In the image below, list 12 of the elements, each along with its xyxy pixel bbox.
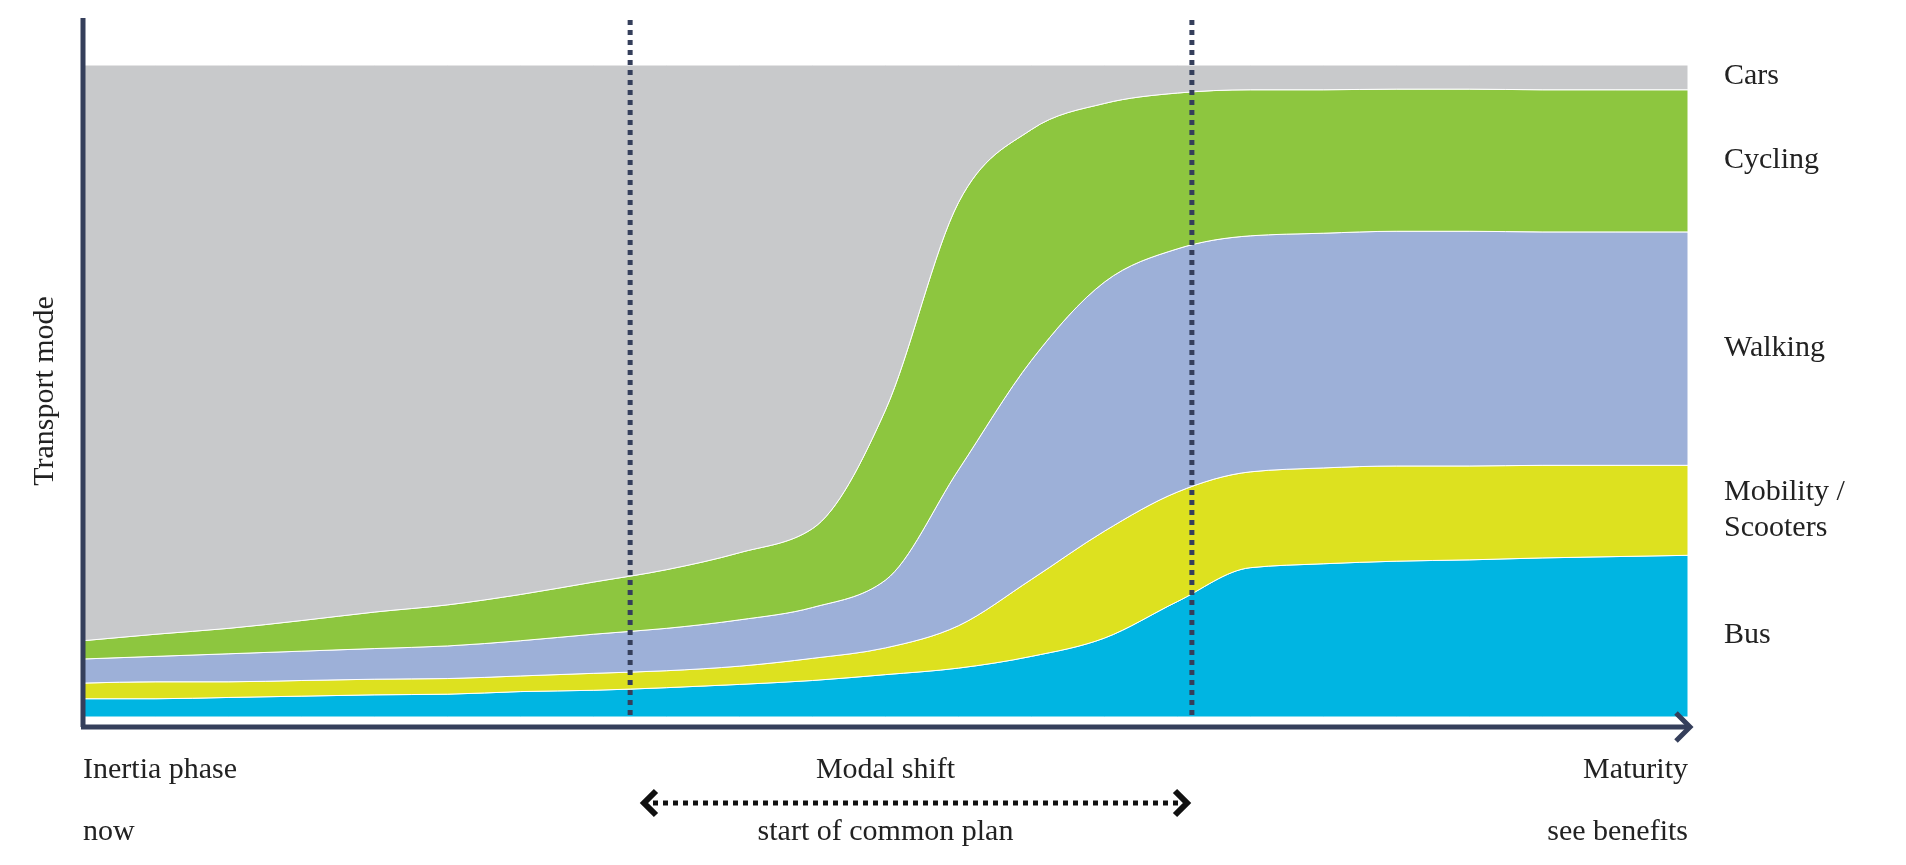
text: see benefits [1547, 813, 1688, 846]
series-label: Mobility / Scooters [1724, 473, 1846, 543]
text: Inertia phase [83, 751, 238, 784]
y-axis-title: Transport mode [26, 296, 59, 486]
text: start of common plan [757, 813, 1014, 846]
text: Modal shift [815, 751, 956, 784]
series-label: Cars [1724, 57, 1779, 91]
series-label: Bus [1724, 616, 1771, 650]
text: Maturity [1583, 751, 1688, 784]
text: now [83, 813, 135, 846]
series-label: Walking [1724, 328, 1825, 362]
series-label: Cycling [1724, 140, 1819, 174]
